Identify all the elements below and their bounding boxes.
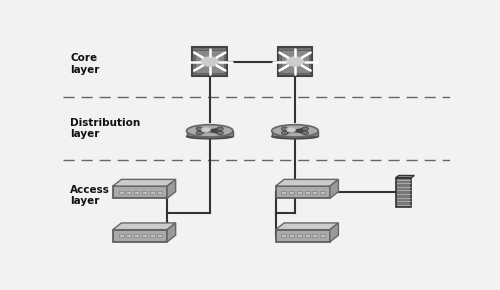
- Bar: [280, 50, 310, 73]
- Polygon shape: [396, 175, 414, 178]
- Circle shape: [286, 56, 304, 67]
- Bar: [150, 191, 154, 194]
- Bar: [126, 191, 132, 194]
- Bar: [304, 234, 310, 237]
- Circle shape: [217, 131, 224, 135]
- Bar: [304, 191, 310, 194]
- Bar: [113, 230, 167, 242]
- Ellipse shape: [186, 134, 233, 139]
- Ellipse shape: [272, 134, 318, 139]
- Circle shape: [200, 56, 220, 67]
- Polygon shape: [113, 223, 176, 230]
- Polygon shape: [167, 180, 175, 198]
- Bar: [113, 186, 167, 198]
- Circle shape: [302, 127, 308, 130]
- Bar: [276, 230, 330, 242]
- Bar: [126, 234, 132, 237]
- Bar: [150, 234, 154, 237]
- Bar: [289, 191, 294, 194]
- Polygon shape: [167, 223, 175, 242]
- Polygon shape: [276, 223, 338, 230]
- Ellipse shape: [186, 125, 233, 137]
- Bar: [396, 178, 411, 207]
- Text: Core
layer: Core layer: [70, 53, 100, 75]
- Circle shape: [196, 131, 202, 135]
- Bar: [134, 191, 139, 194]
- Bar: [297, 234, 302, 237]
- Bar: [282, 191, 286, 194]
- Circle shape: [286, 127, 296, 132]
- Bar: [297, 191, 302, 194]
- Polygon shape: [272, 131, 318, 136]
- Polygon shape: [330, 223, 338, 242]
- Bar: [320, 191, 325, 194]
- Polygon shape: [113, 180, 176, 186]
- Bar: [196, 50, 224, 73]
- Bar: [278, 47, 312, 76]
- Bar: [192, 47, 227, 76]
- Polygon shape: [186, 131, 233, 136]
- Bar: [142, 234, 147, 237]
- Bar: [142, 191, 147, 194]
- Ellipse shape: [272, 125, 318, 137]
- Bar: [118, 191, 124, 194]
- Circle shape: [217, 127, 224, 130]
- Text: Distribution
layer: Distribution layer: [70, 118, 140, 139]
- Bar: [312, 234, 318, 237]
- Text: Access
layer: Access layer: [70, 185, 110, 206]
- Bar: [134, 234, 139, 237]
- Circle shape: [201, 127, 210, 132]
- Bar: [282, 234, 286, 237]
- Bar: [320, 234, 325, 237]
- Bar: [158, 234, 162, 237]
- Circle shape: [196, 127, 202, 130]
- Circle shape: [282, 131, 288, 135]
- Bar: [158, 191, 162, 194]
- Bar: [276, 186, 330, 198]
- Polygon shape: [330, 180, 338, 198]
- Circle shape: [282, 127, 288, 130]
- Circle shape: [302, 131, 308, 135]
- Bar: [312, 191, 318, 194]
- Bar: [118, 234, 124, 237]
- Polygon shape: [276, 180, 338, 186]
- Bar: [289, 234, 294, 237]
